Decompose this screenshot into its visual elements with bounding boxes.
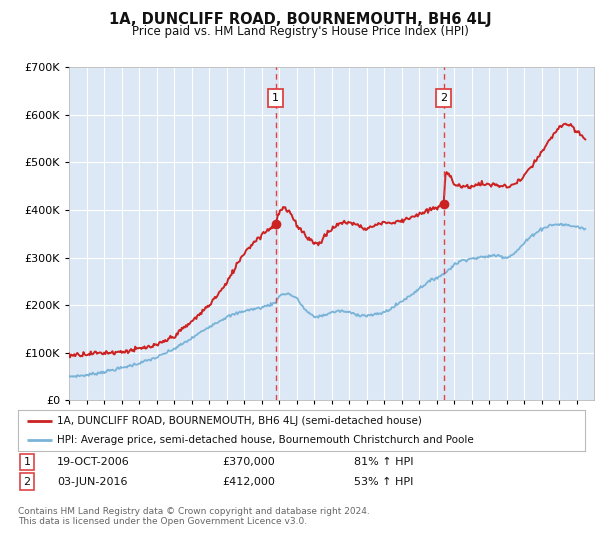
Text: £412,000: £412,000 (222, 477, 275, 487)
Text: HPI: Average price, semi-detached house, Bournemouth Christchurch and Poole: HPI: Average price, semi-detached house,… (56, 435, 473, 445)
Text: 03-JUN-2016: 03-JUN-2016 (57, 477, 128, 487)
Text: Price paid vs. HM Land Registry's House Price Index (HPI): Price paid vs. HM Land Registry's House … (131, 25, 469, 38)
Text: 1: 1 (272, 93, 279, 103)
Text: 2: 2 (440, 93, 448, 103)
Text: 53% ↑ HPI: 53% ↑ HPI (354, 477, 413, 487)
Text: 1A, DUNCLIFF ROAD, BOURNEMOUTH, BH6 4LJ: 1A, DUNCLIFF ROAD, BOURNEMOUTH, BH6 4LJ (109, 12, 491, 27)
Text: 19-OCT-2006: 19-OCT-2006 (57, 457, 130, 467)
Text: Contains HM Land Registry data © Crown copyright and database right 2024.
This d: Contains HM Land Registry data © Crown c… (18, 507, 370, 526)
Text: 1: 1 (23, 457, 31, 467)
Text: 1A, DUNCLIFF ROAD, BOURNEMOUTH, BH6 4LJ (semi-detached house): 1A, DUNCLIFF ROAD, BOURNEMOUTH, BH6 4LJ … (56, 417, 421, 426)
Text: £370,000: £370,000 (222, 457, 275, 467)
Text: 2: 2 (23, 477, 31, 487)
Text: 81% ↑ HPI: 81% ↑ HPI (354, 457, 413, 467)
